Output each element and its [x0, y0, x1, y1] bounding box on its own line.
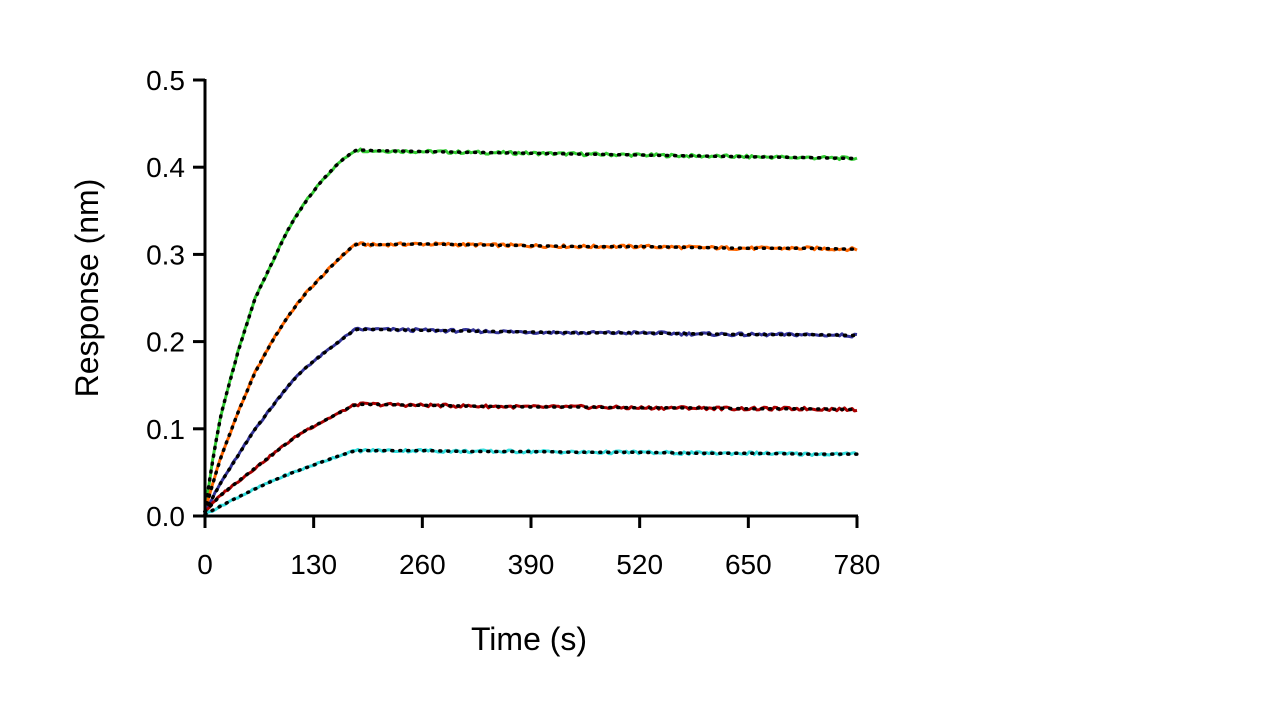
y-tick-label: 0.5 — [146, 65, 185, 96]
fit-line — [203, 402, 859, 514]
series-line — [203, 241, 858, 513]
y-tick-label: 0.3 — [146, 239, 185, 270]
x-tick-label: 650 — [725, 549, 772, 580]
x-axis-title: Time (s) — [471, 621, 587, 657]
series-line — [203, 401, 858, 514]
fit-line — [203, 242, 859, 514]
x-tick-label: 0 — [197, 549, 213, 580]
ticks-group: 0.0 0.1 0.2 0.3 0.4 0.5 0 130 260 390 520 650 780 — [146, 65, 880, 580]
fit-line — [203, 327, 859, 514]
series-line — [203, 326, 858, 514]
x-tick-label: 520 — [616, 549, 663, 580]
series-line — [203, 447, 859, 516]
y-tick-label: 0.0 — [146, 501, 185, 532]
x-tick-label: 390 — [508, 549, 555, 580]
fit-line — [203, 148, 859, 514]
y-tick-label: 0.4 — [146, 152, 185, 183]
y-axis-title: Response (nm) — [69, 179, 105, 398]
y-tick-label: 0.1 — [146, 414, 185, 445]
fit-line — [203, 448, 859, 517]
x-tick-label: 780 — [834, 549, 881, 580]
fit-lines-group — [203, 148, 859, 517]
x-tick-label: 260 — [399, 549, 446, 580]
y-tick-label: 0.2 — [146, 327, 185, 358]
x-tick-label: 130 — [290, 549, 337, 580]
